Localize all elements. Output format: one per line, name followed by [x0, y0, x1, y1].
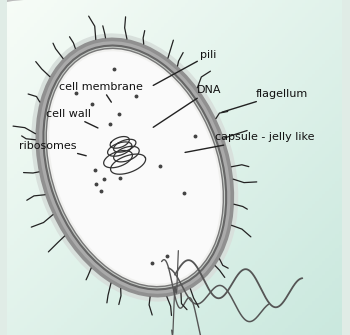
- Ellipse shape: [39, 41, 231, 294]
- Text: cell membrane: cell membrane: [60, 82, 143, 102]
- Ellipse shape: [31, 34, 238, 302]
- Text: capsule - jelly like: capsule - jelly like: [185, 132, 315, 152]
- Ellipse shape: [49, 51, 220, 284]
- Text: ribosomes: ribosomes: [19, 141, 86, 156]
- Ellipse shape: [43, 46, 226, 289]
- Text: flagellum: flagellum: [222, 89, 308, 112]
- Ellipse shape: [35, 38, 234, 297]
- Text: pili: pili: [153, 50, 217, 85]
- Ellipse shape: [46, 48, 223, 287]
- Text: cell wall: cell wall: [46, 109, 98, 128]
- Text: DNA: DNA: [153, 85, 221, 127]
